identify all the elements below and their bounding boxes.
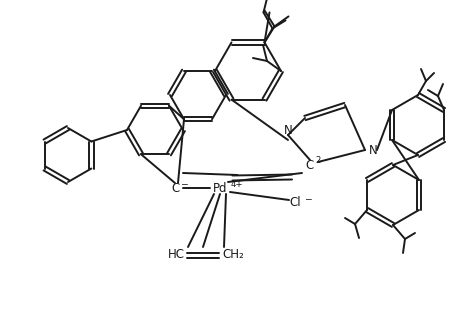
Text: 2−: 2− <box>315 155 327 164</box>
Text: HC: HC <box>168 248 185 262</box>
Text: Pd: Pd <box>213 182 227 194</box>
Text: Cl: Cl <box>289 196 301 210</box>
Text: 4+: 4+ <box>231 180 244 189</box>
Text: −: − <box>304 194 312 203</box>
Text: C: C <box>306 159 314 172</box>
Text: C: C <box>171 182 179 194</box>
Text: N: N <box>369 143 377 157</box>
Text: CH₂: CH₂ <box>222 248 244 262</box>
Text: −: − <box>180 180 188 189</box>
Text: N: N <box>284 123 292 137</box>
